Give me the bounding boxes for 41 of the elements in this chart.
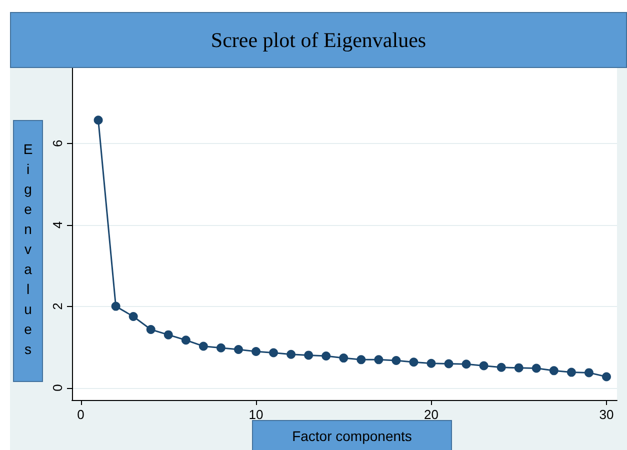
y-axis-title: Eigenvalues — [13, 120, 43, 382]
point — [532, 364, 541, 373]
point — [496, 362, 506, 372]
point — [164, 330, 173, 340]
point — [181, 336, 190, 345]
point — [409, 358, 418, 367]
point — [339, 354, 348, 363]
point — [462, 360, 471, 369]
x-tick-label: 30 — [599, 407, 614, 422]
y-tick-label: 0 — [50, 384, 65, 392]
point — [584, 368, 594, 378]
point — [602, 372, 611, 382]
point — [128, 312, 138, 321]
y-tick-label: 6 — [50, 140, 65, 147]
point — [374, 355, 384, 364]
point — [549, 366, 558, 376]
x-tick-label: 0 — [77, 407, 84, 422]
point — [304, 350, 314, 360]
point — [234, 344, 243, 354]
point — [392, 356, 401, 365]
point — [252, 347, 261, 356]
point — [479, 361, 488, 370]
y-tick-label: 4 — [50, 221, 65, 228]
chart-title: Scree plot of Eigenvalues — [10, 12, 627, 68]
point — [269, 348, 278, 358]
point — [426, 358, 436, 368]
point — [198, 342, 208, 351]
point — [111, 302, 120, 311]
point — [146, 325, 156, 334]
x-tick-label: 10 — [248, 407, 264, 422]
point — [566, 368, 576, 377]
y-tick-label: 2 — [50, 302, 65, 310]
point — [514, 363, 524, 372]
point — [322, 352, 331, 360]
point — [216, 343, 226, 352]
point — [444, 359, 454, 368]
point — [94, 116, 103, 125]
point — [286, 350, 296, 359]
point — [356, 355, 366, 364]
x-tick-label: 20 — [424, 407, 438, 422]
x-axis-title: Factor components — [292, 428, 412, 444]
